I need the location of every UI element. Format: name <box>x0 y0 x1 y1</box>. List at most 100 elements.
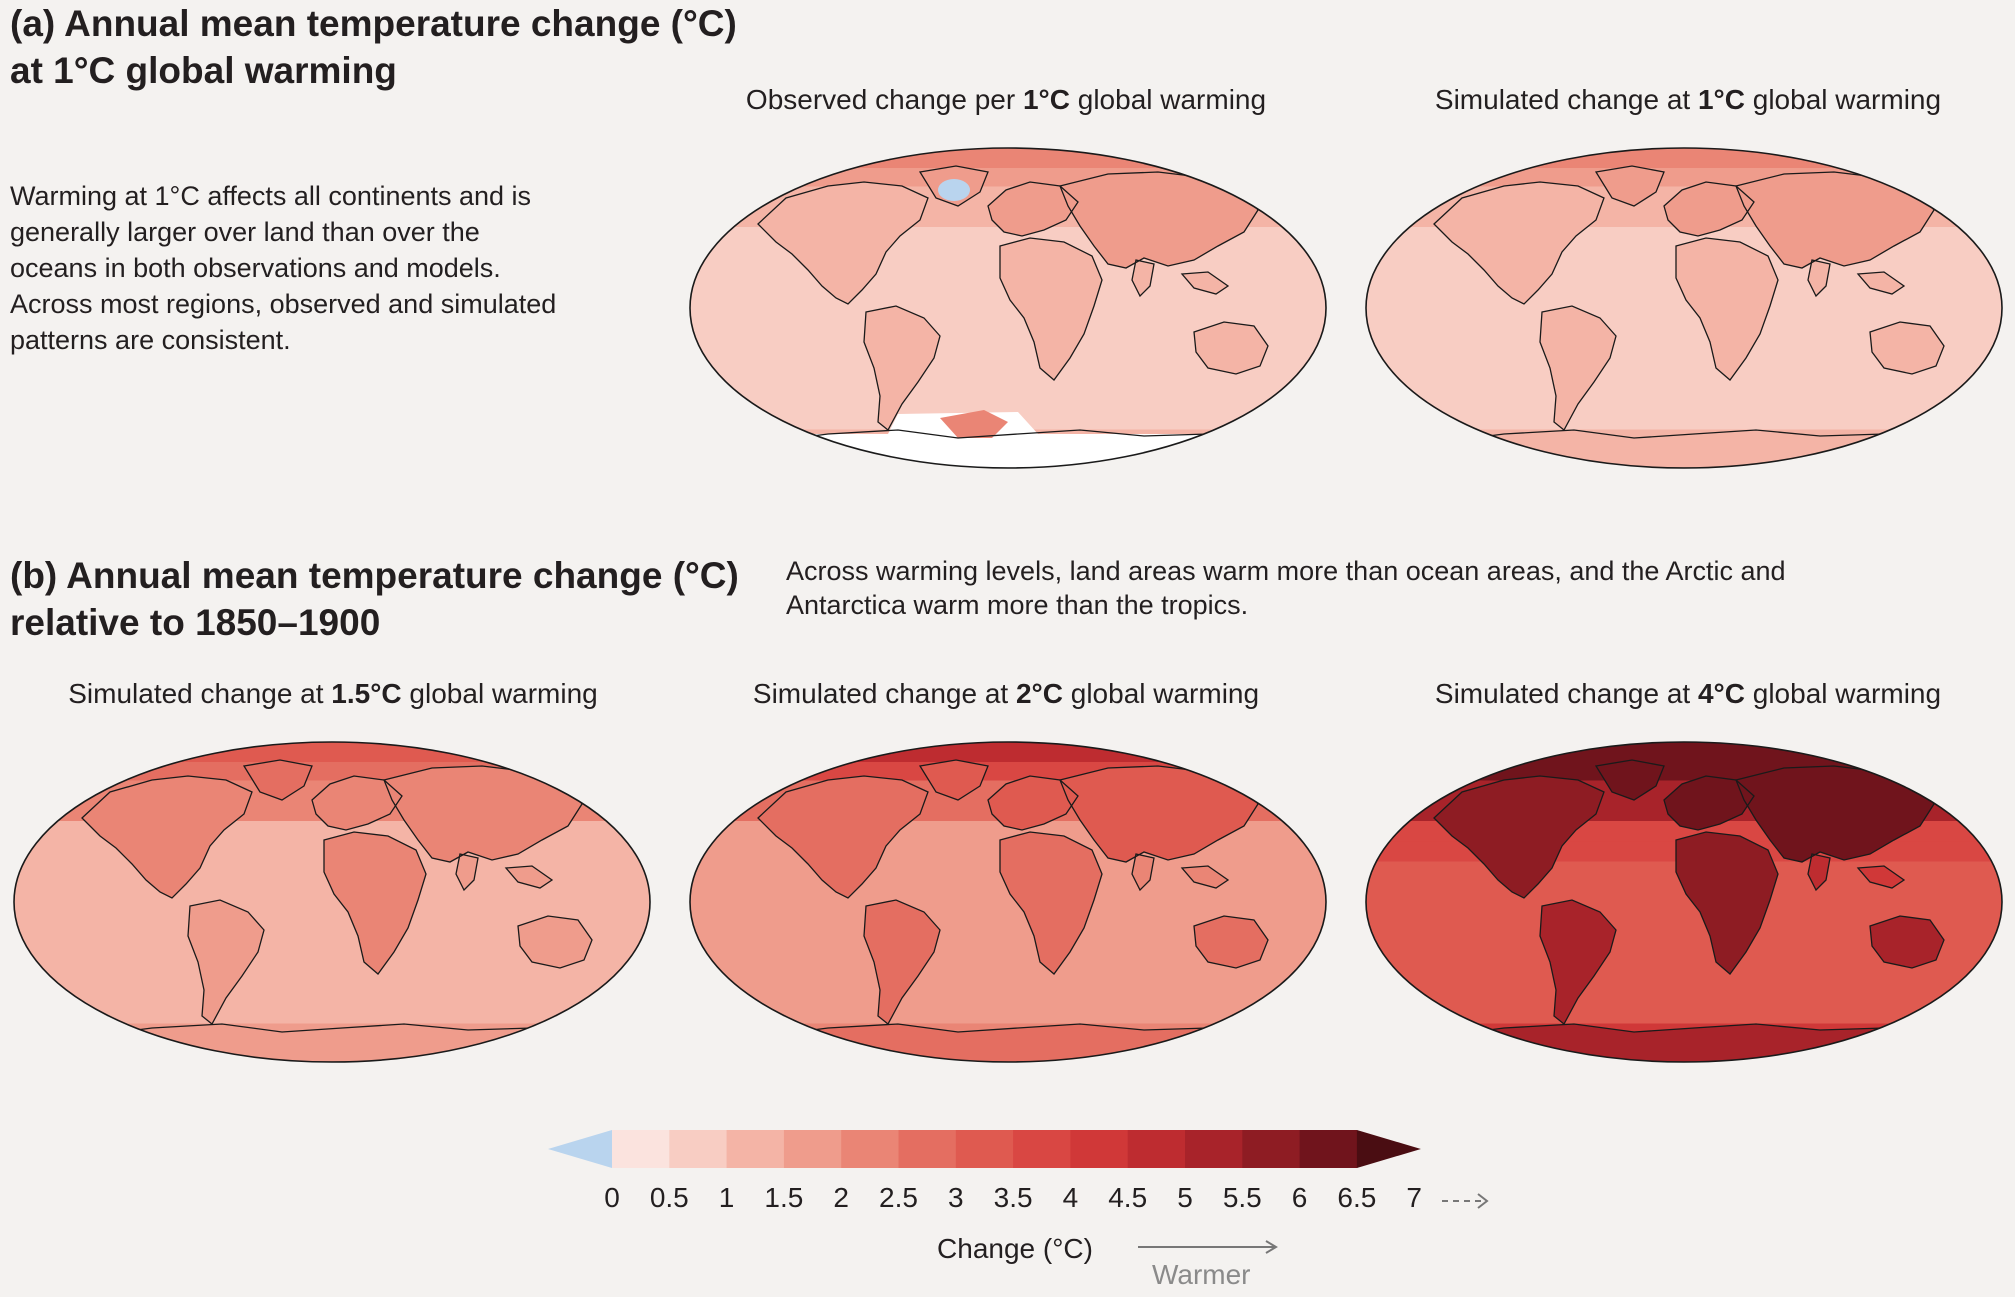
land-greenland <box>920 760 988 800</box>
ocean-band <box>690 902 1326 923</box>
cooling-patch <box>938 179 970 201</box>
map-title-text: Simulated change at <box>68 678 332 709</box>
land-greenland <box>1596 760 1664 800</box>
land-antarctica <box>90 1024 582 1062</box>
land-europe <box>988 776 1078 830</box>
ocean-band <box>690 962 1326 984</box>
ocean-band <box>1366 308 2002 329</box>
arctic-band <box>690 742 1326 762</box>
colorbar-below-triangle <box>548 1130 612 1168</box>
colorbar-tick-label: 2.5 <box>879 1182 918 1213</box>
land-australia <box>1870 322 1944 374</box>
land-africa <box>324 832 426 974</box>
ocean-band <box>690 942 1326 964</box>
map-simulated-2c <box>688 740 1328 1064</box>
colorbar-box <box>955 1130 1014 1168</box>
colorbar-tick-label: 7 <box>1406 1182 1422 1213</box>
land-asia <box>384 766 582 862</box>
ocean-band <box>1366 409 2002 431</box>
coastline-samerica <box>1539 899 1617 1025</box>
ocean-band <box>14 922 650 944</box>
panel-b-description: Across warming levels, land areas warm m… <box>786 556 1786 620</box>
map-title-level: 1°C <box>1697 84 1745 115</box>
ocean-band <box>690 308 1326 329</box>
map-title-simulated-2c: Simulated change at 2°C global warming <box>753 678 1259 710</box>
coastline-greenland <box>242 759 313 801</box>
colorbar-tick-label: 6.5 <box>1337 1182 1377 1213</box>
land-europe <box>1664 182 1754 236</box>
colorbar-box <box>783 1130 842 1168</box>
coastline-samerica <box>187 899 265 1025</box>
ocean-band <box>690 983 1326 1004</box>
map-frame <box>13 741 651 1063</box>
map-title-observed-1c: Observed change per 1°C global warming <box>746 84 1266 116</box>
colorbar-box <box>1070 1130 1129 1168</box>
world-map <box>13 741 651 1063</box>
coastline-australia <box>1869 915 1945 969</box>
panel-b-heading-line1: (b) Annual mean temperature change (°C) <box>10 555 739 596</box>
map-title-level: 1.5°C <box>331 678 402 709</box>
coastline-europe <box>987 181 1079 237</box>
map-title-text: Observed change per <box>745 84 1023 115</box>
ocean-band <box>690 389 1326 410</box>
land-australia <box>1194 322 1268 374</box>
map-frame <box>689 147 1327 469</box>
colorbar-box <box>841 1130 899 1168</box>
ocean-band <box>1366 368 2002 390</box>
ocean-band <box>1366 389 2002 410</box>
coastline-europe <box>1663 775 1755 831</box>
world-map <box>689 147 1327 469</box>
land-africa <box>1676 238 1778 380</box>
coastline-samerica <box>863 899 941 1025</box>
map-simulated-1-5c <box>12 740 652 1064</box>
land-samerica <box>864 306 940 430</box>
ocean-band <box>14 942 650 964</box>
ocean-band <box>1366 348 2002 370</box>
coastline-africa <box>323 831 427 975</box>
colorbar-tick-label: 0.5 <box>649 1182 689 1213</box>
ocean-band <box>14 902 650 923</box>
colorbar-above-triangle <box>1356 1130 1421 1168</box>
coastline-greenland <box>1594 165 1665 207</box>
ocean-band <box>1366 328 2002 350</box>
colorbar-box <box>1013 1130 1071 1168</box>
coastline-seasia <box>1856 865 1906 889</box>
dashed-arrow-icon <box>1442 1193 1489 1209</box>
ocean-band <box>1366 962 2002 984</box>
coastline-namerica <box>1433 181 1605 305</box>
land-seasia <box>1858 866 1904 888</box>
land-namerica <box>758 776 928 898</box>
ocean-band <box>1366 983 2002 1004</box>
colorbar-box <box>612 1130 670 1168</box>
map-title-text: global warming <box>401 678 598 709</box>
colorbar-box <box>1299 1130 1358 1168</box>
panel-b-heading-line2: relative to 1850–1900 <box>10 602 381 643</box>
coastline-seasia <box>1856 271 1906 295</box>
colorbar-box <box>898 1130 957 1168</box>
land-antarctica <box>1442 430 1934 468</box>
coastline-greenland <box>918 759 989 801</box>
land-europe <box>988 182 1078 236</box>
land-namerica <box>758 182 928 304</box>
colorbar-tick-label: 5.5 <box>1222 1182 1262 1213</box>
coastline-seasia <box>504 865 554 889</box>
map-title-text: global warming <box>1069 84 1267 115</box>
coastline-europe <box>1663 181 1755 237</box>
land-seasia <box>1182 272 1228 294</box>
world-map <box>1365 741 2003 1063</box>
land-asia <box>1736 766 1934 862</box>
colorbar-box <box>1127 1130 1186 1168</box>
coastline-australia <box>1193 915 1269 969</box>
land-africa <box>1000 238 1102 380</box>
panel-a-heading-line1: (a) Annual mean temperature change (°C) <box>10 3 737 44</box>
land-africa <box>1676 832 1778 974</box>
arctic-band <box>1366 148 2002 168</box>
coastline-greenland <box>1594 759 1665 801</box>
map-title-level: 4°C <box>1697 678 1745 709</box>
coastline-india <box>1807 853 1831 892</box>
land-seasia <box>1182 866 1228 888</box>
map-title-level: 2°C <box>1015 678 1063 709</box>
map-title-text: Simulated change at <box>1434 84 1698 115</box>
colorbar-tick-label: 4 <box>1062 1182 1079 1213</box>
colorbar-tick-label: 3.5 <box>993 1182 1033 1213</box>
